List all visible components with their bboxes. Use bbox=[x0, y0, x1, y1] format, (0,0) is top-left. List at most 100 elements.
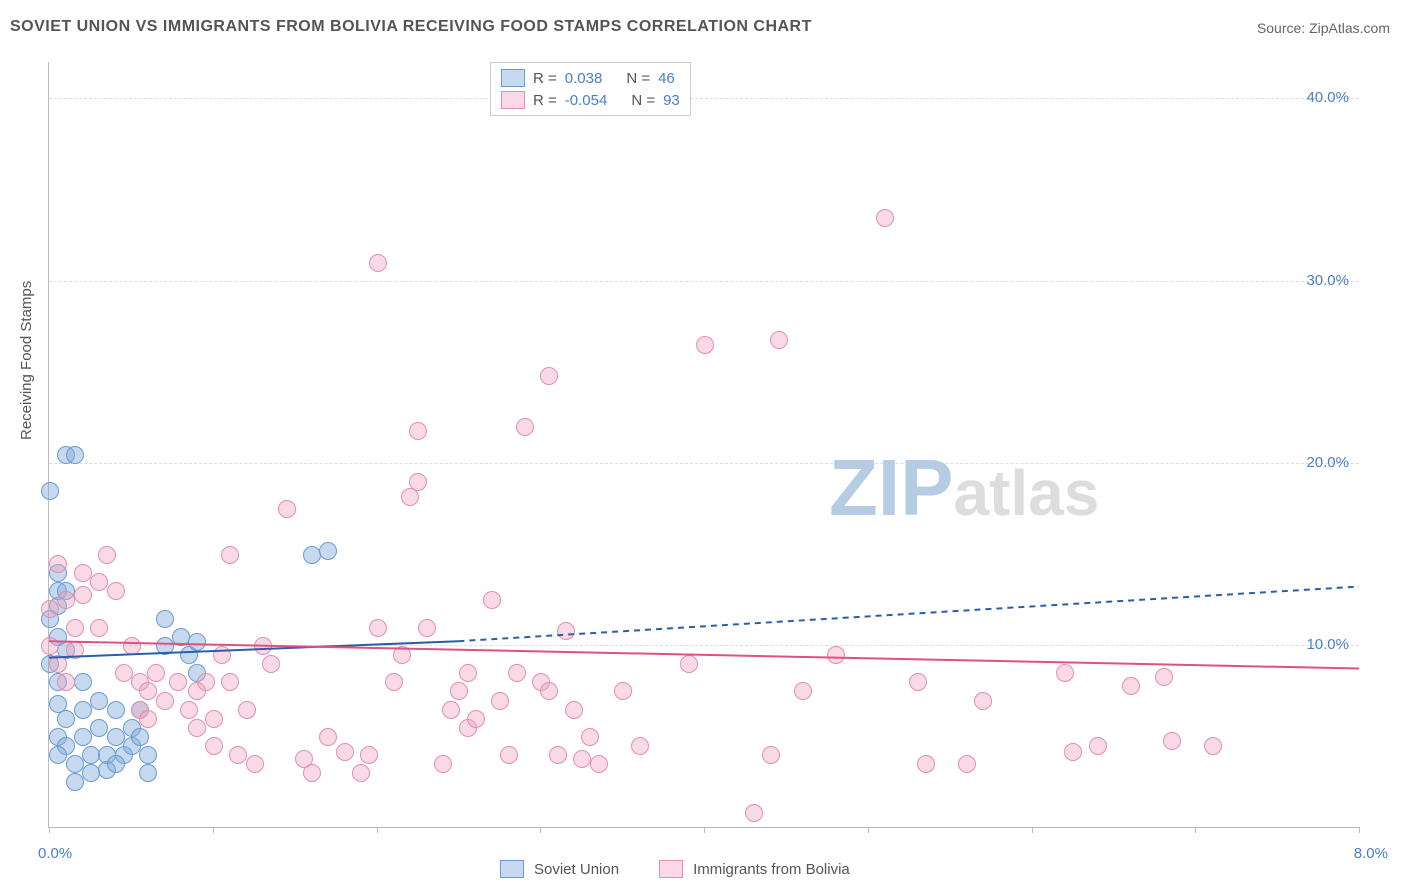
y-axis-label: Receiving Food Stamps bbox=[18, 281, 35, 440]
r-label: R = bbox=[533, 92, 557, 109]
data-point bbox=[172, 628, 190, 646]
data-point bbox=[254, 637, 272, 655]
data-point bbox=[213, 646, 231, 664]
data-point bbox=[74, 673, 92, 691]
data-point bbox=[974, 692, 992, 710]
data-point bbox=[90, 719, 108, 737]
y-tick-label: 30.0% bbox=[1306, 272, 1349, 289]
n-value-1: 93 bbox=[663, 92, 680, 109]
data-point bbox=[631, 737, 649, 755]
data-point bbox=[303, 764, 321, 782]
data-point bbox=[696, 336, 714, 354]
data-point bbox=[794, 682, 812, 700]
x-tick bbox=[704, 827, 705, 833]
data-point bbox=[57, 673, 75, 691]
data-point bbox=[123, 637, 141, 655]
data-point bbox=[1089, 737, 1107, 755]
x-tick-label-max: 8.0% bbox=[1354, 845, 1388, 862]
series-name-0: Soviet Union bbox=[534, 861, 619, 878]
data-point bbox=[139, 682, 157, 700]
x-tick bbox=[213, 827, 214, 833]
data-point bbox=[262, 655, 280, 673]
data-point bbox=[508, 664, 526, 682]
data-point bbox=[221, 673, 239, 691]
data-point bbox=[74, 728, 92, 746]
data-point bbox=[107, 755, 125, 773]
data-point bbox=[827, 646, 845, 664]
x-tick-label-min: 0.0% bbox=[38, 845, 72, 862]
data-point bbox=[467, 710, 485, 728]
data-point bbox=[66, 446, 84, 464]
data-point bbox=[483, 591, 501, 609]
data-point bbox=[1163, 732, 1181, 750]
n-label: N = bbox=[631, 92, 655, 109]
data-point bbox=[90, 619, 108, 637]
data-point bbox=[107, 728, 125, 746]
x-tick bbox=[1032, 827, 1033, 833]
data-point bbox=[98, 546, 116, 564]
data-point bbox=[450, 682, 468, 700]
data-point bbox=[66, 619, 84, 637]
data-point bbox=[590, 755, 608, 773]
data-point bbox=[66, 773, 84, 791]
data-point bbox=[49, 555, 67, 573]
data-point bbox=[369, 619, 387, 637]
data-point bbox=[74, 564, 92, 582]
data-point bbox=[393, 646, 411, 664]
x-tick bbox=[377, 827, 378, 833]
legend-row-series-1: R = -0.054 N = 93 bbox=[501, 89, 680, 111]
gridline bbox=[49, 645, 1359, 646]
data-point bbox=[131, 728, 149, 746]
data-point bbox=[49, 655, 67, 673]
data-point bbox=[74, 586, 92, 604]
data-point bbox=[57, 710, 75, 728]
swatch-series-0 bbox=[500, 860, 524, 878]
data-point bbox=[238, 701, 256, 719]
gridline bbox=[49, 281, 1359, 282]
data-point bbox=[565, 701, 583, 719]
data-point bbox=[540, 682, 558, 700]
r-label: R = bbox=[533, 70, 557, 87]
data-point bbox=[66, 755, 84, 773]
data-point bbox=[770, 331, 788, 349]
data-point bbox=[491, 692, 509, 710]
legend-row-series-0: R = 0.038 N = 46 bbox=[501, 67, 680, 89]
data-point bbox=[188, 633, 206, 651]
data-point bbox=[581, 728, 599, 746]
x-tick bbox=[868, 827, 869, 833]
data-point bbox=[156, 692, 174, 710]
data-point bbox=[41, 482, 59, 500]
data-point bbox=[442, 701, 460, 719]
x-tick bbox=[1359, 827, 1360, 833]
gridline bbox=[49, 98, 1359, 99]
n-value-0: 46 bbox=[658, 70, 675, 87]
swatch-series-0 bbox=[501, 69, 525, 87]
data-point bbox=[418, 619, 436, 637]
data-point bbox=[958, 755, 976, 773]
data-point bbox=[557, 622, 575, 640]
source-attribution: Source: ZipAtlas.com bbox=[1257, 20, 1390, 36]
data-point bbox=[549, 746, 567, 764]
data-point bbox=[139, 710, 157, 728]
chart-title: SOVIET UNION VS IMMIGRANTS FROM BOLIVIA … bbox=[10, 18, 812, 36]
data-point bbox=[573, 750, 591, 768]
x-tick bbox=[49, 827, 50, 833]
data-point bbox=[352, 764, 370, 782]
data-point bbox=[680, 655, 698, 673]
data-point bbox=[500, 746, 518, 764]
data-point bbox=[229, 746, 247, 764]
data-point bbox=[434, 755, 452, 773]
data-point bbox=[614, 682, 632, 700]
n-label: N = bbox=[626, 70, 650, 87]
data-point bbox=[221, 546, 239, 564]
data-point bbox=[82, 764, 100, 782]
data-point bbox=[139, 746, 157, 764]
data-point bbox=[82, 746, 100, 764]
swatch-series-1 bbox=[659, 860, 683, 878]
data-point bbox=[49, 746, 67, 764]
data-point bbox=[156, 610, 174, 628]
data-point bbox=[169, 673, 187, 691]
data-point bbox=[369, 254, 387, 272]
watermark-suffix: atlas bbox=[953, 457, 1099, 529]
x-tick bbox=[1195, 827, 1196, 833]
